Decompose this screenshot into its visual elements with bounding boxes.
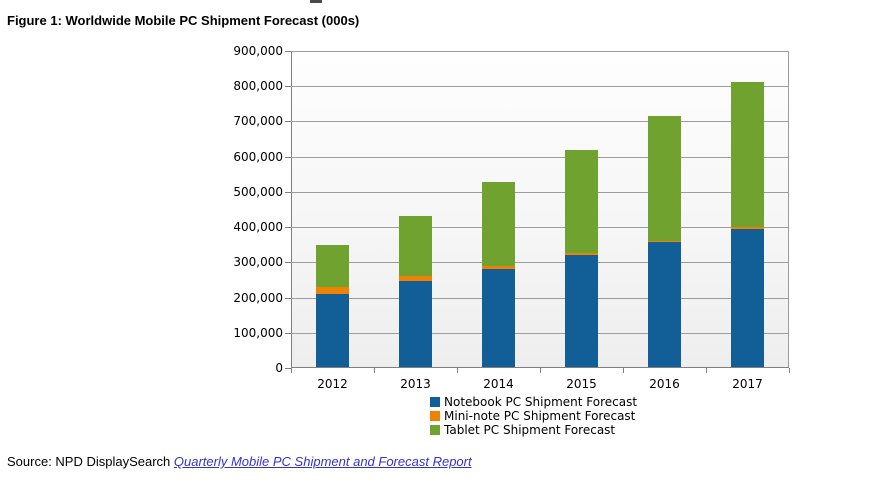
- y-axis-tick-label-300,000: 300,000: [233, 255, 283, 269]
- gridline-800,000: [291, 86, 789, 87]
- y-tick-0: [285, 368, 291, 369]
- y-axis-tick-label-500,000: 500,000: [233, 185, 283, 199]
- legend-item-mini-note-pc: Mini-note PC Shipment Forecast: [430, 409, 637, 423]
- x-tick-1: [374, 368, 375, 373]
- x-axis-label-2014: 2014: [483, 377, 514, 391]
- bar-tablet-pc-2012: [316, 244, 349, 288]
- plot-area: [291, 51, 789, 368]
- bar-notebook-pc-2014: [482, 269, 515, 367]
- x-axis-label-2016: 2016: [649, 377, 680, 391]
- y-axis-tick-label-0: 0: [275, 361, 283, 375]
- bar-tablet-pc-2014: [482, 182, 515, 266]
- bar-notebook-pc-2012: [316, 293, 349, 367]
- legend-item-tablet-pc: Tablet PC Shipment Forecast: [430, 423, 637, 437]
- x-axis-label-2015: 2015: [566, 377, 597, 391]
- bar-mini-note-pc-2015: [565, 252, 598, 255]
- x-tick-5: [706, 368, 707, 373]
- y-axis-tick-label-600,000: 600,000: [233, 150, 283, 164]
- gridline-900,000: [291, 51, 789, 52]
- y-axis-tick-label-800,000: 800,000: [233, 79, 283, 93]
- legend-label-tablet-pc: Tablet PC Shipment Forecast: [444, 423, 616, 437]
- gridline-100,000: [291, 333, 789, 334]
- x-axis-label-2017: 2017: [732, 377, 763, 391]
- x-tick-0: [291, 368, 292, 373]
- y-axis-tick-label-400,000: 400,000: [233, 220, 283, 234]
- source-report-link[interactable]: Quarterly Mobile PC Shipment and Forecas…: [173, 454, 472, 469]
- bar-mini-note-pc-2014: [482, 265, 515, 270]
- y-tick-900,000: [285, 51, 291, 52]
- y-axis-tick-label-200,000: 200,000: [233, 291, 283, 305]
- bar-tablet-pc-2013: [399, 215, 432, 276]
- gridline-300,000: [291, 262, 789, 263]
- gridline-700,000: [291, 121, 789, 122]
- x-axis-label-2012: 2012: [317, 377, 348, 391]
- legend-swatch-tablet-pc: [430, 425, 440, 435]
- y-axis-tick-label-900,000: 900,000: [233, 44, 283, 58]
- y-tick-400,000: [285, 227, 291, 228]
- y-axis-line: [291, 51, 292, 368]
- legend-item-notebook-pc: Notebook PC Shipment Forecast: [430, 395, 637, 409]
- y-axis-tick-label-100,000: 100,000: [233, 326, 283, 340]
- y-tick-700,000: [285, 121, 291, 122]
- x-tick-3: [540, 368, 541, 373]
- bar-mini-note-pc-2016: [648, 241, 681, 242]
- legend-swatch-mini-note-pc: [430, 411, 440, 421]
- source-prefix: Source: NPD DisplaySearch: [7, 454, 174, 469]
- bar-notebook-pc-2013: [399, 280, 432, 367]
- y-tick-100,000: [285, 333, 291, 334]
- gridline-200,000: [291, 298, 789, 299]
- figure-title: Figure 1: Worldwide Mobile PC Shipment F…: [7, 13, 360, 28]
- bar-tablet-pc-2017: [731, 82, 764, 228]
- legend-label-notebook-pc: Notebook PC Shipment Forecast: [444, 395, 638, 409]
- bar-notebook-pc-2016: [648, 241, 681, 367]
- x-axis-label-2013: 2013: [400, 377, 431, 391]
- cropped-text-artifact: [310, 0, 322, 3]
- y-tick-600,000: [285, 157, 291, 158]
- y-axis-tick-label-700,000: 700,000: [233, 114, 283, 128]
- bar-mini-note-pc-2017: [731, 227, 764, 229]
- legend-swatch-notebook-pc: [430, 397, 440, 407]
- bar-notebook-pc-2015: [565, 255, 598, 367]
- gridline-500,000: [291, 192, 789, 193]
- gridline-600,000: [291, 157, 789, 158]
- bar-notebook-pc-2017: [731, 228, 764, 367]
- y-tick-300,000: [285, 262, 291, 263]
- y-tick-200,000: [285, 298, 291, 299]
- x-tick-2: [457, 368, 458, 373]
- bar-tablet-pc-2016: [648, 115, 681, 242]
- x-tick-4: [623, 368, 624, 373]
- gridline-400,000: [291, 227, 789, 228]
- x-tick-6: [789, 368, 790, 373]
- y-tick-500,000: [285, 192, 291, 193]
- bar-tablet-pc-2015: [565, 150, 598, 253]
- legend: Notebook PC Shipment Forecast Mini-note P…: [430, 395, 637, 437]
- bar-mini-note-pc-2013: [399, 275, 432, 281]
- y-tick-800,000: [285, 86, 291, 87]
- source-line: Source: NPD DisplaySearch Quarterly Mobi…: [7, 454, 472, 469]
- legend-label-mini-note-pc: Mini-note PC Shipment Forecast: [444, 409, 636, 423]
- plot-border-right: [788, 51, 789, 368]
- x-axis-line: [291, 367, 789, 368]
- bar-mini-note-pc-2012: [316, 287, 349, 294]
